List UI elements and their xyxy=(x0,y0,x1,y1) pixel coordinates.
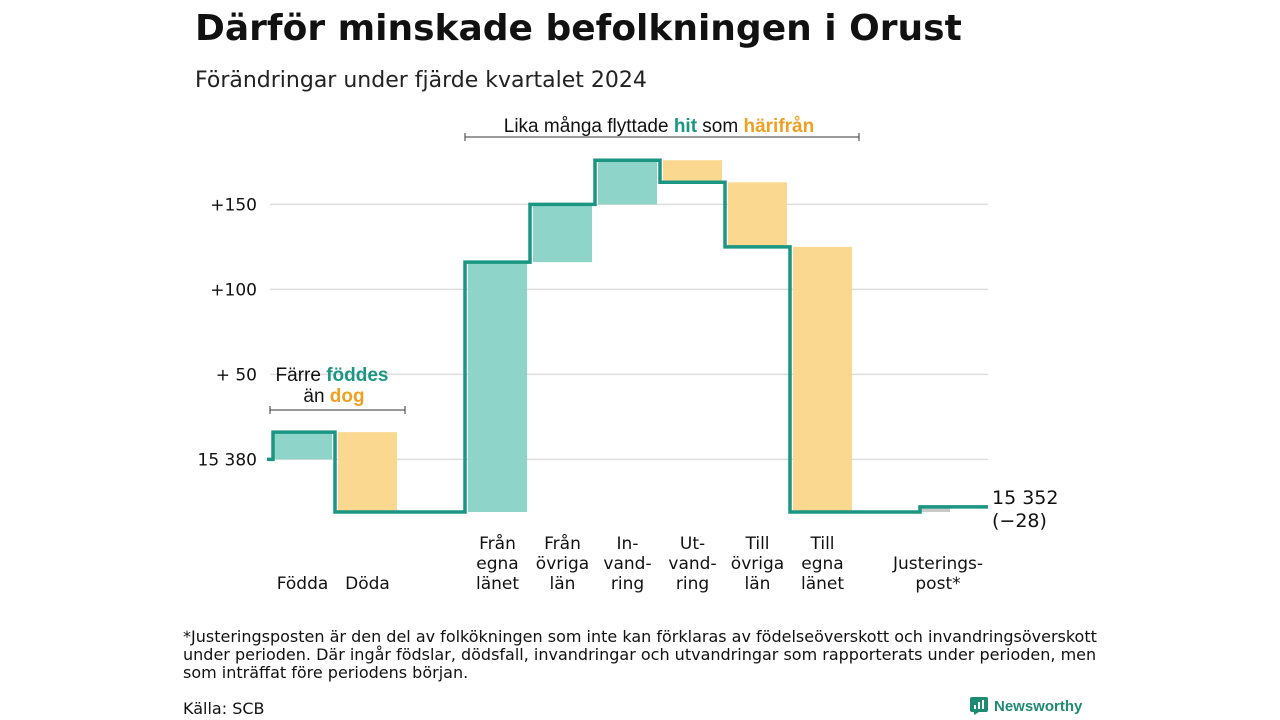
bar-frånövrigalän xyxy=(533,204,592,263)
x-category-label: vand- xyxy=(668,554,716,574)
x-category-label: ring xyxy=(611,574,644,594)
x-category-label: Till xyxy=(744,534,769,554)
waterfall-chart: 15 380 + 50 +100 +150 15 352(−28) Födda Döda Fr… xyxy=(198,116,1059,594)
x-category-label: länet xyxy=(801,574,844,594)
bar-justeringspost xyxy=(920,506,950,512)
x-category-label: Döda xyxy=(345,574,390,594)
births-deaths-annotation-line1: Färre föddes xyxy=(276,365,389,386)
bar-tillegnalänet xyxy=(793,246,852,513)
x-category-label: In- xyxy=(617,534,639,554)
x-category-label: post* xyxy=(915,574,960,594)
migration-bracket xyxy=(464,133,860,141)
x-category-label: Födda xyxy=(277,574,329,594)
brand-name: Newsworthy xyxy=(994,697,1083,715)
footnote: *Justeringsposten är den del av folkökni… xyxy=(183,627,1097,682)
x-category-label: egna xyxy=(801,554,843,574)
x-category-label: ring xyxy=(676,574,709,594)
y-tick-label: +150 xyxy=(210,195,257,215)
x-category-label: Från xyxy=(479,533,516,554)
bar-födda xyxy=(273,432,332,460)
x-category-label: övriga xyxy=(731,554,784,574)
x-category-label: Ut- xyxy=(680,534,705,554)
chart-subtitle: Förändringar under fjärde kvartalet 2024 xyxy=(195,68,647,93)
x-category-label: län xyxy=(745,574,771,594)
x-category-label: länet xyxy=(476,574,519,594)
bar-tillövrigalän xyxy=(728,182,787,247)
y-tick-label: + 50 xyxy=(216,365,257,385)
chart-title: Därför minskade befolkningen i Orust xyxy=(195,8,962,49)
bar-invandring xyxy=(598,160,657,205)
births-deaths-annotation-line2: än dog xyxy=(303,386,364,407)
x-category-label: egna xyxy=(476,554,518,574)
bar-döda xyxy=(338,432,397,512)
x-category-label: Justerings- xyxy=(892,554,983,574)
newsworthy-logo-icon xyxy=(970,697,988,715)
births-deaths-bracket xyxy=(269,406,406,414)
bar-utvandring xyxy=(663,160,722,183)
x-category-label: vand- xyxy=(603,554,651,574)
y-tick-label: 15 380 xyxy=(198,450,257,470)
running-total-line xyxy=(267,158,988,514)
end-value-label: 15 352 xyxy=(992,487,1058,509)
migration-annotation: Lika många flyttade hit som härifrån xyxy=(504,116,814,137)
brand-logo: Newsworthy xyxy=(970,697,1082,715)
end-change-label: (−28) xyxy=(992,510,1047,532)
x-category-label: Till xyxy=(809,534,834,554)
source-label: Källa: SCB xyxy=(183,699,265,718)
x-category-label: Från xyxy=(544,533,581,554)
y-tick-label: +100 xyxy=(210,280,257,300)
x-category-label: övriga xyxy=(536,554,589,574)
bar-frånegnalänet xyxy=(468,262,527,512)
x-category-label: län xyxy=(550,574,576,594)
